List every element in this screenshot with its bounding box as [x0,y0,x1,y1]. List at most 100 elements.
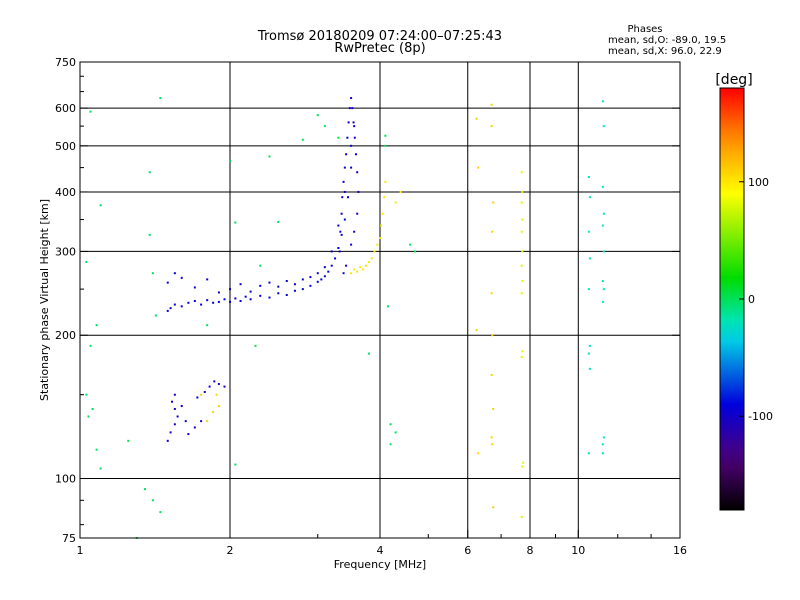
data-point [91,407,94,410]
data-point [520,516,523,519]
data-point [347,121,350,124]
data-point [217,382,220,385]
data-point [353,125,356,128]
data-point [99,467,102,470]
stats-line-x: mean, sd,X: 96.0, 22.9 [608,46,722,57]
data-point [148,233,151,236]
data-point [601,300,604,303]
colorbar-tick-label: 100 [748,176,769,189]
data-point [234,221,237,224]
data-point [601,224,604,227]
data-point [602,436,605,439]
grid-layer [80,62,680,538]
data-point [343,166,346,169]
x-tick-label: 2 [227,544,234,557]
data-point [601,280,604,283]
data-point [285,293,288,296]
data-point [285,280,288,283]
data-point [492,506,495,509]
data-point [357,190,360,193]
data-point [193,286,196,289]
data-point [354,153,357,156]
data-point [249,290,252,293]
data-point [520,201,523,204]
data-point [85,393,88,396]
data-point [587,175,590,178]
chart-subtitle: RwPretec (8p) [334,41,425,56]
data-point [327,270,330,273]
data-point [309,284,312,287]
data-point [239,283,242,286]
y-tick-label: 500 [55,140,76,153]
data-point [229,288,231,291]
data-point [520,292,523,295]
data-point [588,344,591,347]
data-point [323,266,326,269]
data-point [521,250,524,253]
data-point [602,288,605,291]
data-point [343,190,346,193]
y-tick-label: 300 [55,245,76,258]
data-point [399,190,402,193]
data-point [330,250,333,253]
data-point [520,171,523,174]
data-point [180,305,183,308]
data-point [389,423,392,426]
data-point [522,461,525,464]
x-tick-label: 1 [77,544,84,557]
data-point [394,201,397,204]
data-point [95,448,98,451]
scatter-points [85,97,605,539]
colorbar-tick-label: -100 [748,410,773,423]
data-point [173,423,176,426]
data-point [491,334,494,337]
data-point [217,300,220,303]
data-point [196,396,199,399]
data-point [200,420,203,423]
data-point [601,185,604,188]
data-point [277,292,280,295]
data-point [176,415,179,418]
data-point [234,297,237,300]
data-point [301,138,304,141]
data-point [475,117,478,120]
data-point [173,393,176,396]
data-point [376,243,379,246]
colorbar: -100 0 100 [719,87,773,511]
data-point [171,400,174,403]
data-point [293,283,296,286]
data-point [277,220,280,223]
data-point [350,144,353,147]
data-point [345,264,348,267]
stats-line-o: mean, sd,O: -89.0, 19.5 [608,35,726,46]
y-tick-label: 600 [55,102,76,115]
data-point [301,288,304,291]
y-tick-label: 200 [55,329,76,342]
y-tick-label: 750 [55,56,76,69]
x-tick-label: 16 [673,544,687,557]
data-point [521,350,524,353]
data-point [206,324,209,327]
data-point [490,103,493,106]
data-point [381,212,384,215]
data-point [341,196,344,199]
data-point [87,415,90,418]
data-point [193,426,196,429]
data-point [239,300,242,303]
data-point [362,268,365,271]
data-point [229,159,231,162]
data-point [323,125,326,128]
data-point [350,272,353,275]
data-point [169,431,172,434]
data-point [373,250,376,253]
data-point [601,443,604,446]
data-point [587,288,590,291]
data-point [370,257,373,260]
data-point [223,385,226,388]
data-point [166,309,169,312]
data-point [151,499,154,502]
data-point [356,270,359,273]
data-point [215,393,218,396]
data-point [491,230,494,233]
data-point [200,303,203,306]
